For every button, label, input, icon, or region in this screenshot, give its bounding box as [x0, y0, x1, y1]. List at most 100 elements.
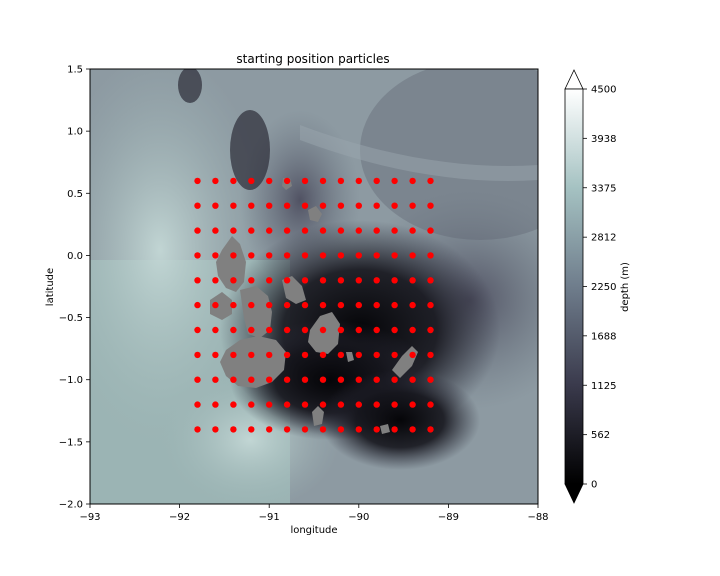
- particle-dot: [391, 227, 398, 234]
- particle-dot: [409, 277, 416, 284]
- y-tick-label: −1.5: [59, 437, 83, 448]
- particle-dot: [427, 351, 434, 359]
- y-tick-label: 0.0: [67, 251, 83, 262]
- island-isabela-north: [216, 236, 246, 292]
- particle-dot: [212, 401, 219, 408]
- y-tick-label: 1.5: [67, 65, 83, 76]
- particle-dot: [301, 202, 309, 209]
- particle-dot: [373, 227, 380, 234]
- particle-dot: [355, 277, 362, 284]
- particle-dot: [230, 351, 237, 359]
- particle-dot: [301, 376, 309, 383]
- particle-dot: [373, 277, 380, 284]
- particle-dot: [319, 376, 327, 383]
- particle-dot: [266, 301, 273, 309]
- particle-dot: [391, 252, 398, 259]
- particle-dot: [319, 401, 327, 408]
- y-tick-label: −2.0: [59, 500, 83, 511]
- particle-dot: [319, 277, 327, 284]
- particle-dot: [427, 301, 434, 309]
- particle-dot: [319, 227, 327, 234]
- particle-dot: [391, 202, 398, 209]
- particle-dot: [409, 252, 416, 259]
- island-isabela-west: [210, 292, 232, 320]
- particle-dot: [212, 252, 219, 259]
- particle-dot: [391, 401, 398, 408]
- particle-dot: [230, 202, 237, 209]
- particle-dot: [283, 401, 291, 408]
- particle-dot: [373, 326, 380, 334]
- particle-dot: [230, 326, 237, 334]
- particle-dot: [212, 202, 219, 209]
- particle-dot: [194, 351, 201, 359]
- particle-dot: [337, 277, 345, 284]
- particle-dot: [391, 301, 398, 309]
- particle-dot: [409, 326, 416, 334]
- particle-dot: [427, 401, 434, 408]
- island-pinta: [308, 206, 322, 222]
- particle-dot: [283, 326, 291, 334]
- y-tick-label: −1.0: [59, 375, 83, 386]
- particle-dot: [266, 351, 273, 359]
- particle-dot: [427, 277, 434, 284]
- particle-dot: [409, 227, 416, 234]
- particle-dot: [266, 177, 273, 185]
- particle-dot: [409, 351, 416, 359]
- x-axis-label: longitude: [290, 525, 337, 536]
- particle-dot: [319, 351, 327, 359]
- particle-dot: [337, 351, 345, 359]
- particle-dot: [409, 301, 416, 309]
- particle-dot: [301, 326, 309, 334]
- particle-dot: [301, 351, 309, 359]
- colorbar-ticks: 0 562 1125 1688 2250 2812 3375 3938 4500: [583, 85, 616, 491]
- island-isabela-south: [220, 336, 286, 388]
- particle-dot: [230, 376, 237, 383]
- x-tick-label: −88: [527, 512, 548, 523]
- particle-dot: [373, 376, 380, 383]
- particle-dot: [283, 277, 291, 284]
- particle-dot: [194, 326, 201, 334]
- particle-dot: [355, 426, 362, 433]
- particle-dot: [248, 227, 255, 234]
- colorbar-tick-label: 4500: [591, 85, 616, 96]
- particle-dot: [409, 376, 416, 383]
- particle-dot: [194, 376, 201, 383]
- particle-dot: [283, 177, 291, 185]
- colorbar-tick-label: 1125: [591, 381, 616, 392]
- particle-dot: [391, 426, 398, 433]
- particle-dot: [266, 227, 273, 234]
- particle-dot: [266, 202, 273, 209]
- particle-dot: [427, 202, 434, 209]
- particle-dot: [337, 376, 345, 383]
- particle-dot: [355, 301, 362, 309]
- colorbar-extend-max: [564, 69, 584, 90]
- particle-dot: [391, 376, 398, 383]
- particle-dot: [230, 301, 237, 309]
- particle-dot: [212, 301, 219, 309]
- particle-dot: [248, 426, 255, 433]
- particle-dot: [194, 301, 201, 309]
- particle-dot: [301, 426, 309, 433]
- x-tick-label: −90: [348, 512, 369, 523]
- particle-dot: [266, 326, 273, 334]
- y-tick-label: 0.5: [67, 189, 83, 200]
- particle-dot: [248, 401, 255, 408]
- particle-dot: [319, 301, 327, 309]
- particle-dot: [194, 401, 201, 408]
- colorbar-tick-label: 2812: [591, 233, 616, 244]
- particle-dot: [212, 376, 219, 383]
- particle-dot: [194, 227, 201, 234]
- particle-dot: [373, 401, 380, 408]
- particle-dot: [319, 326, 327, 334]
- y-axis-label: latitude: [45, 268, 56, 306]
- particle-dot: [409, 426, 416, 433]
- island-floreana: [312, 406, 324, 426]
- particle-dot: [355, 227, 362, 234]
- particle-dot: [355, 351, 362, 359]
- particle-dot: [427, 376, 434, 383]
- particle-dot: [230, 277, 237, 284]
- y-axis-ticks: 1.5 1.0 0.5 0.0 −0.5 −1.0 −1.5 −2.0: [59, 65, 90, 511]
- particle-dot: [266, 277, 273, 284]
- particle-dot: [248, 177, 255, 185]
- particle-dot: [409, 202, 416, 209]
